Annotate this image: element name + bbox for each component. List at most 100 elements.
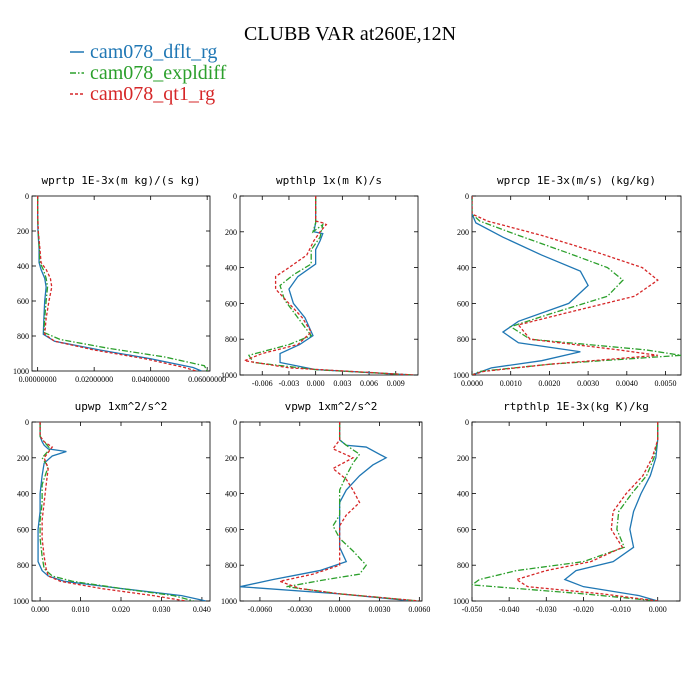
x-tick-label: -0.0030	[287, 605, 312, 614]
x-tick-label: 0.0050	[655, 379, 677, 388]
y-tick-label: 600	[225, 525, 237, 534]
series-line-cam078_qt1_rg	[472, 196, 659, 375]
x-tick-label: 0.000	[649, 605, 667, 614]
x-tick-label: 0.02000000	[75, 375, 113, 384]
panel-title: rtpthlp 1E-3x(kg K)/kg	[503, 400, 649, 413]
y-tick-label: 800	[17, 561, 29, 570]
legend-label: cam078_expldiff	[90, 62, 227, 84]
panel-vpwp: vpwp 1xm^2/s^2 0 200 400 600 800 1000 -0.0060 -0…	[221, 400, 430, 614]
series-line-cam078_dflt_rg	[279, 196, 414, 375]
x-tick-label: 0.000	[307, 379, 325, 388]
y-tick-label: 600	[457, 525, 469, 534]
figure-title: CLUBB VAR at260E,12N	[244, 23, 456, 45]
y-tick-label: 1000	[453, 371, 469, 380]
series-line-cam078_dflt_rg	[37, 196, 202, 371]
panel-wprtp: wprtp 1E-3x(m kg)/(s kg) 0 200 400 600 800 100…	[13, 174, 226, 384]
y-tick-label: 1000	[13, 597, 29, 606]
panel-title: wprcp 1E-3x(m/s) (kg/kg)	[497, 174, 656, 187]
x-tick-label: -0.040	[499, 605, 520, 614]
y-tick-label: 800	[457, 335, 469, 344]
y-tick-label: 1000	[221, 371, 237, 380]
series-line-cam078_expldiff	[39, 422, 194, 601]
y-tick-label: 200	[457, 454, 469, 463]
series-line-cam078_qt1_rg	[39, 422, 186, 601]
x-tick-label: 0.000	[31, 605, 49, 614]
plot-frame	[471, 421, 681, 602]
plot-frame	[31, 421, 211, 602]
series-line-cam078_qt1_rg	[242, 196, 414, 375]
series-line-cam078_qt1_rg	[37, 196, 197, 371]
y-tick-label: 200	[225, 228, 237, 237]
series-line-cam078_expldiff	[286, 422, 420, 601]
series-line-cam078_dflt_rg	[472, 196, 589, 375]
y-tick-label: 600	[457, 299, 469, 308]
y-tick-label: 1000	[221, 597, 237, 606]
x-tick-label: -0.050	[462, 605, 483, 614]
y-tick-label: 400	[457, 264, 469, 273]
x-tick-label: 0.006	[360, 379, 378, 388]
x-tick-label: -0.010	[610, 605, 631, 614]
y-tick-label: 0	[465, 418, 469, 427]
x-tick-label: 0.009	[387, 379, 405, 388]
series-line-cam078_dflt_rg	[37, 422, 207, 601]
y-tick-label: 0	[465, 192, 469, 201]
series-line-cam078_expldiff	[472, 196, 681, 375]
y-tick-label: 400	[225, 264, 237, 273]
y-tick-label: 800	[225, 335, 237, 344]
y-tick-label: 400	[225, 490, 237, 499]
y-tick-label: 400	[17, 262, 29, 271]
series-line-cam078_dflt_rg	[240, 422, 413, 601]
y-tick-label: 200	[17, 227, 29, 236]
y-tick-label: 0	[233, 418, 237, 427]
y-tick-label: 0	[25, 418, 29, 427]
plot-frame	[31, 195, 211, 372]
panel-rtpthlp: rtpthlp 1E-3x(kg K)/kg02004006008001000-…	[453, 400, 681, 614]
y-tick-label: 800	[225, 561, 237, 570]
y-tick-label: 400	[17, 490, 29, 499]
x-tick-label: 0.0000	[461, 379, 483, 388]
panel-title: vpwp 1xm^2/s^2	[285, 400, 378, 413]
y-tick-label: 200	[225, 454, 237, 463]
series-line-cam078_qt1_rg	[277, 422, 420, 601]
series-line-cam078_dflt_rg	[563, 422, 659, 601]
panel-wpthlp: wpthlp 1x(m K)/s 0 200 400 600 800 1000 -0.006-…	[221, 174, 419, 388]
x-tick-label: -0.003	[279, 379, 300, 388]
panel-title: upwp 1xm^2/s^2	[75, 400, 168, 413]
series-line-cam078_expldiff	[37, 196, 208, 371]
panel-title: wprtp 1E-3x(m kg)/(s kg)	[42, 174, 201, 187]
x-tick-label: 0.0030	[368, 605, 390, 614]
panels: wprtp 1E-3x(m kg)/(s kg) 0 200 400 600 800 100…	[13, 174, 682, 614]
plot-frame	[239, 195, 419, 376]
x-tick-label: -0.0060	[248, 605, 273, 614]
x-tick-label: -0.006	[252, 379, 273, 388]
x-tick-label: -0.030	[536, 605, 557, 614]
x-tick-label: 0.020	[112, 605, 130, 614]
x-tick-label: 0.0010	[500, 379, 522, 388]
plot-frame	[471, 195, 682, 376]
y-tick-label: 200	[457, 228, 469, 237]
y-tick-label: 200	[17, 454, 29, 463]
y-tick-label: 800	[457, 561, 469, 570]
y-tick-label: 400	[457, 490, 469, 499]
x-tick-label: 0.030	[152, 605, 170, 614]
panel-wprcp: wprcp 1E-3x(m/s) (kg/kg) 0 200 400 600 800 100…	[453, 174, 682, 388]
y-tick-label: 600	[17, 525, 29, 534]
y-tick-label: 600	[225, 299, 237, 308]
y-tick-label: 600	[17, 297, 29, 306]
x-tick-label: 0.0040	[616, 379, 638, 388]
x-tick-label: 0.06000000	[188, 375, 226, 384]
plot-frame	[239, 421, 423, 602]
x-tick-label: 0.0020	[538, 379, 560, 388]
x-tick-label: 0.0030	[577, 379, 599, 388]
legend-label: cam078_dflt_rg	[90, 41, 217, 63]
y-tick-label: 1000	[13, 367, 29, 376]
x-tick-label: 0.0060	[408, 605, 430, 614]
x-tick-label: 0.003	[333, 379, 351, 388]
x-tick-label: 0.04000000	[132, 375, 170, 384]
series-line-cam078_expldiff	[472, 422, 659, 601]
x-tick-label: 0.0000	[329, 605, 351, 614]
x-tick-label: 0.010	[72, 605, 90, 614]
series-line-cam078_qt1_rg	[515, 422, 659, 601]
y-tick-label: 0	[233, 192, 237, 201]
